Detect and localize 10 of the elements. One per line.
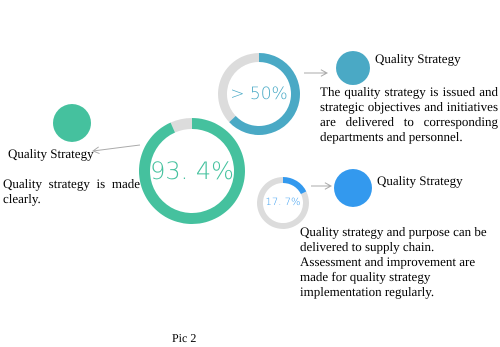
text: > 50%: [229, 84, 289, 104]
text: Quality strategy and purpose can be delivered to supply chain. Assessment and improvement are made for quality strategy implementation regularly.: [300, 224, 488, 299]
text: Quality Strategy: [8, 146, 94, 162]
text: The quality strategy is issued and strategic objectives and initiatives are delivered to corresponding departments and personnel.: [320, 84, 498, 144]
text: 17. 7%: [264, 197, 302, 209]
text: 93. 4%: [150, 156, 234, 186]
text: Quality Strategy: [375, 51, 461, 67]
text: Pic 2: [172, 331, 196, 346]
text: Quality strategy is made clearly.: [3, 176, 140, 206]
text: Quality Strategy: [377, 173, 463, 189]
